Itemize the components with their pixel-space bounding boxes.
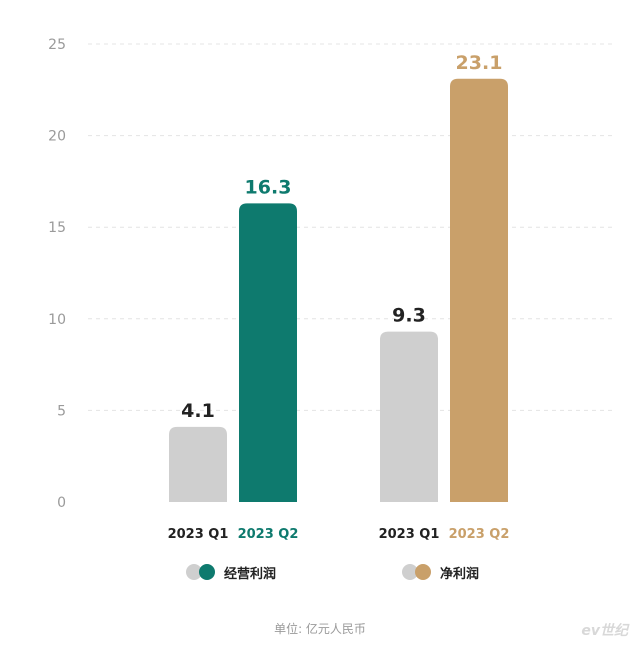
x-tick-label: 2023 Q2 — [238, 527, 299, 542]
bar — [380, 331, 438, 502]
legend-net-profit: 净利润 — [402, 563, 480, 582]
y-tick-label: 10 — [48, 312, 66, 328]
x-tick-label: 2023 Q1 — [168, 527, 229, 542]
legend-operating-profit: 经营利润 — [186, 563, 277, 582]
bar-value-label: 23.1 — [456, 52, 503, 74]
legend-label: 经营利润 — [224, 566, 277, 582]
bar — [239, 203, 297, 502]
bar — [169, 426, 227, 502]
legend-q1-swatch — [186, 564, 202, 580]
y-tick-label: 15 — [48, 220, 66, 236]
unit-note: 单位: 亿元人民币 — [274, 622, 366, 636]
legend-q2-swatch — [199, 564, 215, 580]
bar — [450, 78, 508, 503]
watermark-logo: ev世纪 — [581, 623, 628, 639]
y-tick-label: 25 — [48, 37, 66, 53]
bar-value-label: 16.3 — [245, 176, 292, 198]
bar-chart: 0 5 10 15 20 25 4.1 2023 Q1 16.3 2023 Q2 9.3 2023 Q… — [48, 37, 614, 542]
y-tick-label: 5 — [57, 403, 66, 419]
x-tick-label: 2023 Q2 — [449, 527, 510, 542]
legend-q1-swatch — [402, 564, 418, 580]
x-tick-label: 2023 Q1 — [379, 527, 440, 542]
legend-label: 净利润 — [440, 566, 480, 582]
y-tick-label: 0 — [57, 495, 66, 511]
legend-q2-swatch — [415, 564, 431, 580]
bar-value-label: 4.1 — [181, 400, 215, 422]
y-tick-label: 20 — [48, 129, 66, 145]
bar-value-label: 9.3 — [392, 305, 426, 327]
